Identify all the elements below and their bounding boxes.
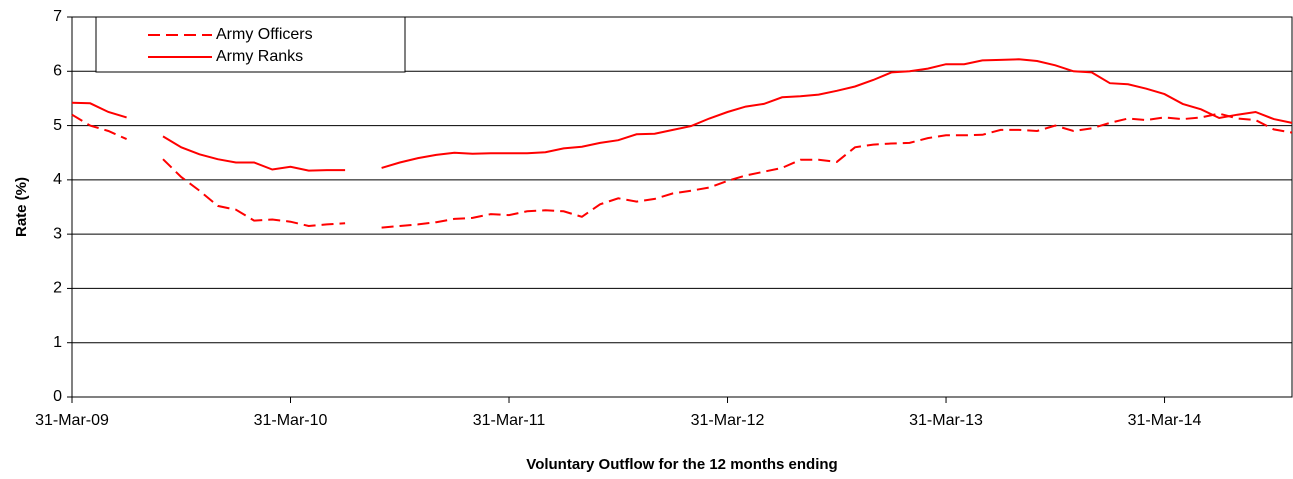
series-line	[71, 58, 1293, 172]
series-line	[71, 112, 1293, 229]
y-tick-label: 2	[53, 280, 62, 297]
x-tick-label: 31-Mar-09	[35, 412, 109, 429]
y-tick-label: 1	[53, 334, 62, 351]
y-axis-label: Rate (%)	[13, 177, 30, 237]
legend-label: Army Officers	[216, 26, 313, 43]
y-tick-label: 0	[53, 388, 62, 405]
x-tick-label: 31-Mar-11	[473, 412, 546, 429]
y-tick-label: 6	[53, 63, 62, 80]
x-tick-label: 31-Mar-12	[691, 412, 765, 429]
plot-border	[71, 16, 1293, 398]
y-tick-label: 5	[53, 117, 62, 134]
x-axis-label: Voluntary Outflow for the 12 months endi…	[526, 456, 837, 473]
x-tick-label: 31-Mar-10	[254, 412, 328, 429]
y-tick-label: 4	[53, 171, 62, 188]
x-tick-label: 31-Mar-14	[1128, 412, 1202, 429]
y-tick-label: 3	[53, 225, 62, 242]
x-tick-label: 31-Mar-13	[909, 412, 983, 429]
legend-box	[95, 16, 406, 73]
y-tick-label: 7	[53, 8, 62, 25]
legend-label: Army Ranks	[216, 48, 303, 65]
